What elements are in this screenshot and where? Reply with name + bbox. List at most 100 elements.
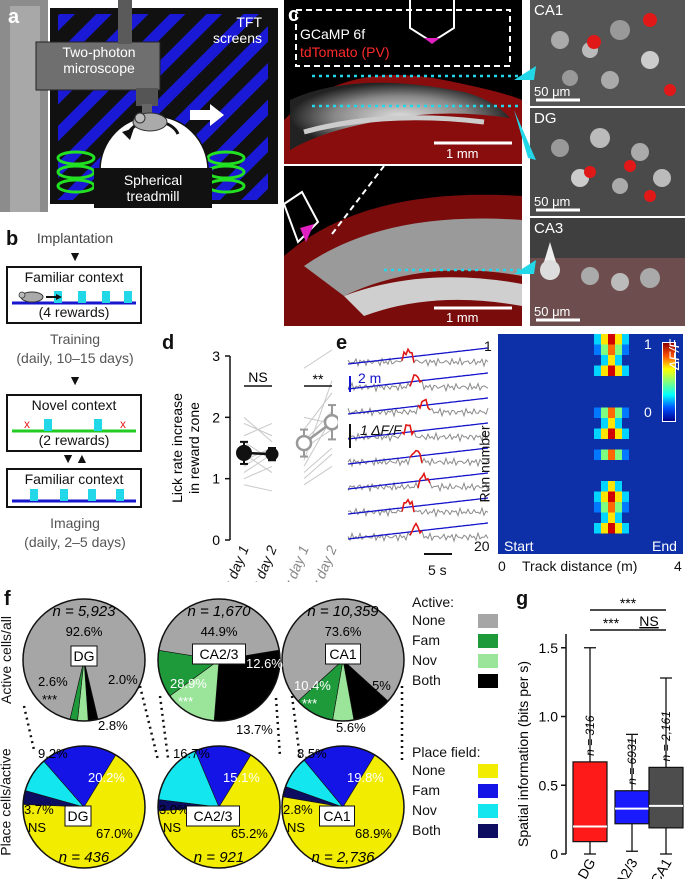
pie-pct-fam: 12.6% — [246, 656, 283, 671]
svg-text:x: x — [24, 417, 30, 431]
active-legend-item: None — [412, 612, 504, 632]
motion-arrow — [190, 104, 224, 126]
pie-region-label: DG — [68, 808, 89, 824]
novel-context-title: Novel context — [31, 397, 117, 413]
microscope-body — [35, 41, 161, 91]
pie-pct-none: 65.2% — [231, 826, 268, 841]
svg-text:x: x — [120, 417, 126, 431]
position-trace — [347, 372, 489, 390]
zoom-line — [290, 695, 302, 759]
pie-pct-nov: 8.5% — [297, 746, 327, 761]
colorbar — [662, 342, 676, 422]
heatmap-cell — [594, 491, 601, 502]
legend-label: None — [412, 612, 446, 628]
pie-sig: NS — [287, 820, 305, 835]
box — [648, 766, 684, 829]
pie-outline — [281, 745, 405, 869]
legend-swatch — [478, 764, 498, 778]
place-field-event — [417, 471, 431, 489]
pie-pct-nov: 16.7% — [173, 746, 210, 761]
panel-b: b Implantation ▼ Familiar context (4 rew… — [0, 228, 150, 568]
colorbar-top: 1 — [644, 336, 652, 352]
heatmap-cell — [594, 344, 601, 355]
heatmap-cell — [601, 407, 608, 418]
heatmap-cell — [601, 344, 608, 355]
inset-dg: DG 50 μm — [530, 108, 685, 216]
y-tick-label: 1 — [212, 471, 220, 487]
heatmap-cell — [608, 523, 615, 534]
sig-label-left: *** — [603, 615, 620, 631]
heatmap-cell — [594, 365, 601, 376]
box — [572, 761, 608, 843]
spatial-info-chart: 0 0.5 1.0 1.5 Spatial information (bits per … — [515, 595, 684, 884]
heatmap-cell — [594, 502, 601, 513]
heatmap-cell — [608, 344, 615, 355]
dff-trace — [347, 498, 489, 518]
pie-sig: *** — [302, 696, 317, 711]
pie-outline — [157, 745, 281, 869]
y-tick-label: 1.0 — [539, 709, 559, 725]
treadmill-label-line1: Spherical — [123, 172, 183, 188]
pie-region-label-box — [64, 805, 92, 827]
x-tick-label: Fam day 1 — [212, 543, 252, 582]
y-axis-label: Spatial information (bits per s) — [515, 661, 531, 847]
heatmap-cell — [615, 418, 622, 429]
heatmap-cell — [601, 334, 608, 345]
heatmap-cell — [622, 428, 629, 439]
heatmap-cell — [608, 502, 615, 513]
zoom-line — [158, 695, 170, 759]
animal-line — [243, 484, 273, 492]
legend-swatch — [478, 804, 498, 818]
lick-rate-chart: 0 1 2 3 Lick rate increasein reward zone NS **… — [169, 348, 341, 610]
position-trace — [347, 472, 489, 490]
pie-pct-fam: 20.2% — [88, 770, 125, 785]
place-legend-item: Nov — [412, 802, 504, 822]
scale-5s: 5 s — [428, 562, 447, 578]
pie-pct-both: 3.0% — [159, 802, 189, 817]
heatmap-cell — [615, 512, 622, 523]
legend-swatch — [478, 614, 498, 628]
novel-track: x x — [12, 417, 136, 433]
legend-tdtomato: tdTomato (PV) — [300, 44, 390, 60]
inset-connectors — [514, 66, 536, 274]
n-label: n = 316 — [583, 715, 597, 756]
pie-pct-nov: 13.7% — [236, 722, 273, 737]
heatmap-cell — [594, 428, 601, 439]
heatmap-cell — [608, 334, 615, 345]
position-trace — [347, 522, 489, 540]
dff-trace — [347, 450, 489, 468]
heatmap-cell — [622, 365, 629, 376]
data-point — [236, 444, 252, 461]
pie-outline — [157, 598, 281, 722]
pie-pct-nov: 5.6% — [336, 720, 366, 735]
pie-outline — [281, 598, 405, 722]
heatmap-cell — [601, 512, 608, 523]
familiar-context-box-2: Familiar context — [6, 468, 142, 508]
place-field-event — [401, 424, 415, 437]
inset-ca3-label: CA3 — [534, 220, 564, 237]
n-label: n = 6931 — [625, 738, 639, 785]
animal-line — [243, 465, 273, 480]
inset-ca1: CA1 50 μm — [530, 0, 685, 106]
inset-ca1-label: CA1 — [534, 2, 564, 19]
place-field-event — [417, 398, 431, 411]
heatmap-cell — [601, 418, 608, 429]
panel-label-g: g — [516, 588, 529, 610]
dff-trace — [347, 472, 489, 493]
legend-label: Both — [412, 672, 441, 688]
heatmap-cell — [615, 428, 622, 439]
tft-screens-label: TFT screens — [200, 14, 262, 46]
familiar-context-box: Familiar context (4 rewards) — [6, 266, 142, 324]
heatmap-cell — [608, 481, 615, 492]
microscope-label-line1: Two-photon — [62, 44, 136, 60]
place-legend-title: Place field: — [412, 744, 481, 760]
pie-pct-none: 68.9% — [355, 826, 392, 841]
sig-label-right: NS — [639, 613, 658, 629]
heatmap-cell — [615, 491, 622, 502]
panel-c: c GCaMP 6f tdTomato (PV) 1 mm 1 mm CA1 5… — [284, 0, 685, 330]
pie-n-label: n = 921 — [194, 849, 244, 866]
place-field-event — [409, 449, 423, 463]
tft-screens-line1: TFT — [236, 14, 262, 30]
pie-region-label: CA2/3 — [194, 808, 233, 824]
place-legend-item: None — [412, 762, 504, 782]
